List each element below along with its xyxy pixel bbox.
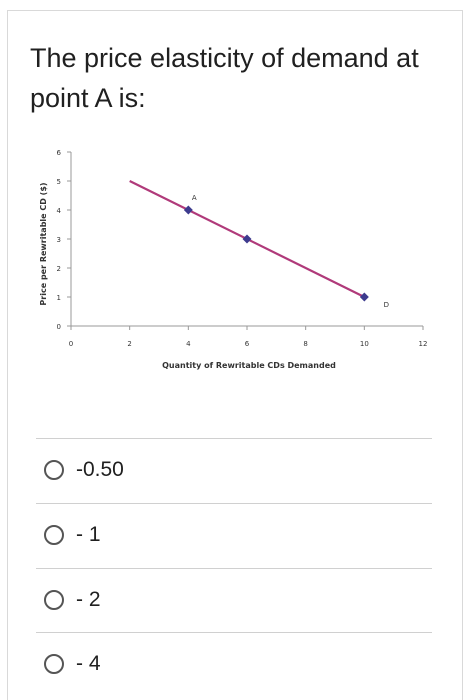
x-tick-label: 0 xyxy=(69,340,73,348)
radio-circle-icon[interactable] xyxy=(44,460,64,480)
y-tick-label: 6 xyxy=(57,149,62,157)
x-axis-label: Quantity of Rewritable CDs Demanded xyxy=(162,361,336,370)
x-tick-label: 2 xyxy=(127,340,131,348)
y-tick-label: 3 xyxy=(57,236,61,244)
radio-circle-icon[interactable] xyxy=(44,525,64,545)
divider-3 xyxy=(36,568,432,569)
question-card xyxy=(7,10,463,700)
y-tick-label: 4 xyxy=(57,207,62,215)
option-1[interactable]: - 1 xyxy=(44,520,101,550)
divider-2 xyxy=(36,503,432,504)
option-label: - 1 xyxy=(76,523,101,546)
option-2[interactable]: - 2 xyxy=(44,585,101,615)
x-tick-label: 6 xyxy=(245,340,250,348)
option-label: - 4 xyxy=(76,652,101,675)
y-tick-label: 0 xyxy=(57,323,61,331)
x-tick-label: 8 xyxy=(303,340,307,348)
x-tick-label: 10 xyxy=(360,340,369,348)
data-point-marker xyxy=(359,292,369,302)
divider-4 xyxy=(36,632,432,633)
radio-circle-icon[interactable] xyxy=(44,654,64,674)
data-point-marker xyxy=(242,234,252,244)
data-point-marker xyxy=(183,205,193,215)
question-text: The price elasticity of demand at point … xyxy=(30,43,419,113)
point-annotation: A xyxy=(192,194,197,202)
x-tick-label: 4 xyxy=(186,340,191,348)
y-axis-label: Price per Rewritable CD ($) xyxy=(39,182,48,305)
y-tick-label: 5 xyxy=(57,178,61,186)
divider-1 xyxy=(36,438,432,439)
y-tick-label: 2 xyxy=(57,265,61,273)
x-tick-label: 12 xyxy=(419,340,428,348)
option-050[interactable]: -0.50 xyxy=(44,455,124,485)
y-tick-label: 1 xyxy=(57,294,61,302)
point-annotation: D xyxy=(384,301,389,309)
option-4[interactable]: - 4 xyxy=(44,649,101,679)
radio-circle-icon[interactable] xyxy=(44,590,64,610)
option-label: -0.50 xyxy=(76,458,124,481)
option-label: - 2 xyxy=(76,588,101,611)
